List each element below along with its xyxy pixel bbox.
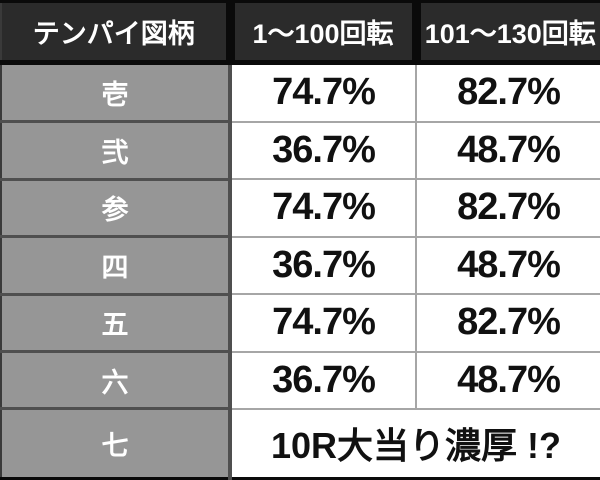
value-cell: 48.7%	[415, 351, 600, 410]
value-cell: 36.7%	[230, 236, 416, 296]
value-cell: 48.7%	[415, 236, 600, 296]
value-cell: 48.7%	[415, 121, 600, 181]
value-cell: 36.7%	[230, 121, 416, 181]
row-label-yon: 四	[1, 236, 232, 296]
row-label-ichi: 壱	[1, 62, 232, 124]
value-cell: 74.7%	[230, 62, 416, 123]
table-row: 五 74.7% 82.7%	[1, 294, 600, 354]
value-cell: 82.7%	[415, 294, 600, 353]
value-cell: 74.7%	[230, 294, 416, 353]
row-label-ni: 弐	[1, 121, 232, 181]
header-spins-1-100: 1〜100回転	[225, 1, 416, 65]
header-row: テンパイ図柄 1〜100回転 101〜130回転	[1, 1, 600, 65]
row-label-go: 五	[1, 294, 232, 354]
table-row: 弐 36.7% 48.7%	[1, 121, 600, 181]
table-row: 四 36.7% 48.7%	[1, 236, 600, 296]
value-cell: 36.7%	[230, 351, 416, 410]
merged-value-cell: 10R大当り濃厚 !?	[230, 408, 600, 479]
table-row: 壱 74.7% 82.7%	[1, 62, 600, 124]
table-row: 参 74.7% 82.7%	[1, 179, 600, 239]
row-label-san: 参	[1, 179, 232, 239]
header-spins-101-130: 101〜130回転	[411, 1, 600, 65]
header-tenpai-pattern: テンパイ図柄	[1, 1, 230, 65]
row-label-roku: 六	[1, 351, 232, 411]
value-cell: 74.7%	[230, 179, 416, 238]
value-cell: 82.7%	[415, 179, 600, 238]
table-row: 六 36.7% 48.7%	[1, 351, 600, 411]
value-cell: 82.7%	[415, 62, 600, 123]
row-label-nana: 七	[1, 408, 232, 479]
table-row: 七 10R大当り濃厚 !?	[1, 408, 600, 479]
